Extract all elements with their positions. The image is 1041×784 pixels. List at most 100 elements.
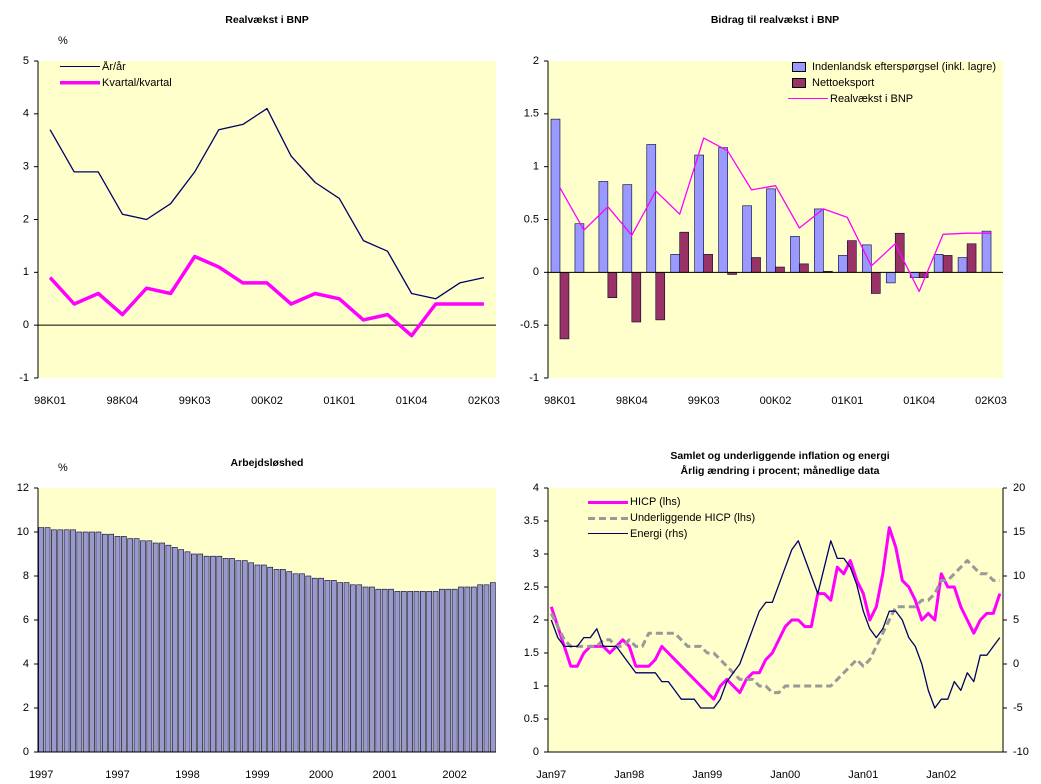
y-tick-label: 6 <box>23 614 29 626</box>
y-tick-label: 1 <box>533 680 539 692</box>
y-tick-label: 3 <box>533 548 539 560</box>
legend-item: Kvartal/kvartal <box>60 77 275 89</box>
y2-tick-label: 0 <box>1013 658 1019 670</box>
bar <box>101 533 108 753</box>
x-tick-label: 2000 <box>309 769 333 781</box>
legend-box: År/år Kvartal/kvartal <box>60 61 275 89</box>
bar <box>292 573 299 753</box>
legend-label: Energi (rhs) <box>630 528 688 540</box>
y-tick-label: 5 <box>23 55 29 67</box>
x-tick-label: 01K01 <box>323 395 355 407</box>
x-tick-label: Jan98 <box>614 769 644 781</box>
bar <box>350 584 356 753</box>
y-tick-label: 4 <box>23 108 29 120</box>
bar <box>445 588 452 753</box>
legend-item: År/år <box>60 61 275 73</box>
x-tick-label: 01K04 <box>396 395 428 407</box>
x-tick-label: 98K04 <box>106 395 138 407</box>
y-axis-label: % <box>58 462 68 474</box>
legend: HICP (lhs) Underliggende HICP (lhs) Energi… <box>588 496 768 540</box>
legend-swatch <box>788 93 828 105</box>
bar <box>57 529 64 753</box>
bar <box>210 555 216 753</box>
chart-title: Realvækst i BNP <box>225 14 308 26</box>
legend-item: Indenlandsk efterspørgsel (inkl. lagre) <box>788 61 1003 73</box>
x-tick-label: Jan02 <box>926 769 956 781</box>
y-tick-label: 1 <box>23 266 29 278</box>
x-tick-label: 02K03 <box>468 395 500 407</box>
bar <box>432 591 439 753</box>
bar <box>241 560 248 753</box>
x-tick-label: 1999 <box>245 769 269 781</box>
legend-item: Underliggende HICP (lhs) <box>588 512 768 524</box>
bar <box>311 577 318 753</box>
y-tick-label: 0 <box>533 746 539 758</box>
legend-item: Energi (rhs) <box>588 528 768 540</box>
bar <box>607 272 618 298</box>
legend: Indenlandsk efterspørgsel (inkl. lagre) N… <box>788 61 1003 105</box>
bar <box>477 584 483 753</box>
bar <box>159 542 165 753</box>
y2-tick-label: -5 <box>1013 702 1023 714</box>
bar <box>655 272 666 321</box>
y-tick-label: 12 <box>17 482 29 494</box>
x-tick-label: 99K03 <box>179 395 211 407</box>
bar <box>324 580 331 753</box>
y-tick-label: 2.5 <box>524 581 539 593</box>
legend-label: Indenlandsk efterspørgsel (inkl. lagre) <box>812 61 997 73</box>
y-tick-label: 10 <box>17 526 29 538</box>
bar <box>439 588 445 753</box>
y-axis-label: % <box>58 35 68 47</box>
y-tick-label: 2 <box>533 55 539 67</box>
legend: År/år Kvartal/kvartal <box>60 61 275 89</box>
bar <box>305 575 312 753</box>
bar <box>171 547 178 753</box>
bar <box>550 118 561 273</box>
bar <box>646 144 657 273</box>
bar <box>942 255 953 273</box>
bar <box>814 208 824 273</box>
bar <box>775 266 785 273</box>
y-tick-label: -1 <box>529 372 539 384</box>
x-tick-label: 02K03 <box>975 395 1007 407</box>
legend-item: HICP (lhs) <box>588 496 768 508</box>
bar <box>703 254 713 273</box>
bar <box>146 540 153 753</box>
x-tick-label: 01K01 <box>831 395 863 407</box>
bar <box>260 564 267 753</box>
bar <box>152 542 159 753</box>
legend-item: Nettoeksport <box>788 77 1003 89</box>
bar <box>483 584 490 753</box>
bar <box>766 188 776 273</box>
bar <box>191 553 197 753</box>
bar <box>751 257 761 273</box>
bar <box>426 591 433 753</box>
legend-swatch <box>60 61 100 73</box>
line-series <box>48 254 484 338</box>
line-series <box>549 559 1000 695</box>
x-tick-label: 01K04 <box>903 395 935 407</box>
chart-title: Samlet og underliggende inflation og ene… <box>670 450 889 462</box>
legend-swatch <box>792 62 806 72</box>
y-tick-label: 8 <box>23 570 29 582</box>
bar <box>400 591 407 753</box>
bar <box>330 580 337 753</box>
y-tick-label: 1.5 <box>524 108 539 120</box>
bar <box>76 531 83 753</box>
bar <box>489 582 496 753</box>
chart-subtitle: Årlig ændring i procent; månedlige data <box>681 464 880 477</box>
bar <box>670 254 681 273</box>
x-tick-label: Jan97 <box>536 769 566 781</box>
bar <box>203 555 210 753</box>
bar <box>356 584 363 753</box>
bar <box>451 588 458 753</box>
y-tick-label: 2 <box>23 213 29 225</box>
x-tick-label: 1998 <box>175 769 199 781</box>
x-tick-label: 1997 <box>29 769 53 781</box>
bar <box>718 147 728 273</box>
bar <box>178 549 184 753</box>
bar <box>280 569 286 753</box>
bar <box>799 263 809 273</box>
legend-label: Kvartal/kvartal <box>102 77 172 89</box>
